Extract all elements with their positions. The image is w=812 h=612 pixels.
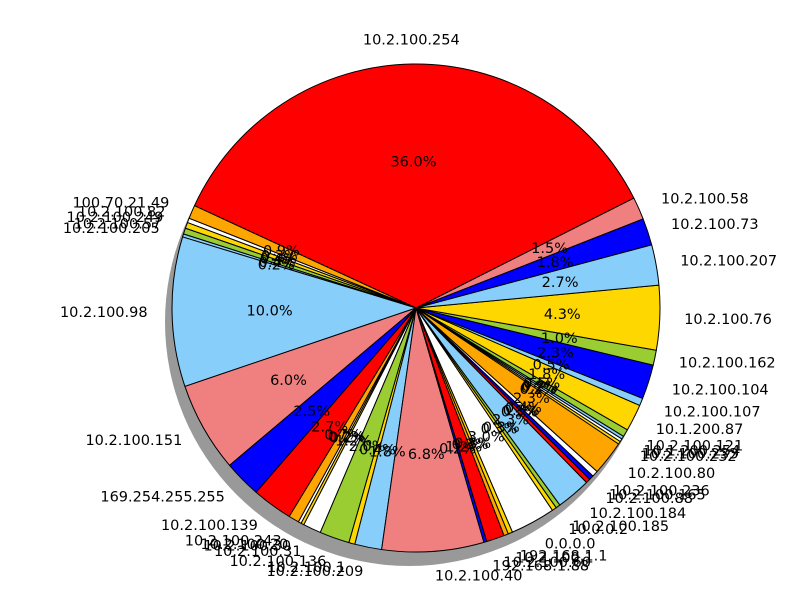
pie-percent-label: 1.0% xyxy=(541,331,578,347)
pie-slice-label: 10.2.100.104 xyxy=(672,382,769,398)
pie-slice-label: 10.2.100.254 xyxy=(363,33,460,49)
pie-slice-2 xyxy=(193,63,635,309)
pie-slice-label: 0.0.0.0 xyxy=(545,537,596,553)
pie-percent-label: 0.3% xyxy=(503,403,540,419)
pie-percent-label: 6.8% xyxy=(408,447,445,463)
pie-percent-label: 0.2% xyxy=(522,379,559,395)
pie-percent-label: 0.7% xyxy=(324,428,361,444)
pie-slice-label: 10.2.100.232 xyxy=(640,449,737,465)
pie-slice-label: 10.1.200.87 xyxy=(656,422,744,438)
pie-slice-8 xyxy=(171,236,417,387)
pie-percent-label: 0.3% xyxy=(483,420,520,436)
pie-percent-label: 2.3% xyxy=(492,413,529,429)
pie-slice-label: 10.1.200.254 xyxy=(643,444,740,460)
pie-percent-label: 1.8% xyxy=(528,367,565,383)
pie-slice-label: 10.2.100.40 xyxy=(435,569,523,585)
pie-percent-label: 0.2% xyxy=(521,380,558,396)
pie-slice-label: 192.168.1.1 xyxy=(520,549,608,565)
pie-slice-label: 169.254.255.255 xyxy=(100,490,225,506)
pie-slice-label: 10.2.100.60 xyxy=(503,555,591,571)
pie-percent-label: 0.9% xyxy=(263,243,300,259)
pie-slices xyxy=(171,63,661,553)
pie-percent-label: 0.4% xyxy=(505,401,542,417)
pie-slice-label: 10.2.100.162 xyxy=(679,356,776,372)
pie-slice-label: 192.168.1.88 xyxy=(492,558,589,574)
pie-slice-label: 10.2.100.165 xyxy=(609,488,706,504)
pie-percent-label: 2.3% xyxy=(537,345,574,361)
pie-percent-label: 0.4% xyxy=(260,251,297,267)
pie-slice-label: 10.2.100.80 xyxy=(628,466,716,482)
pie-percent-label: 1.5% xyxy=(531,241,568,257)
pie-slice-label: 10.2.100.185 xyxy=(572,519,669,535)
pie-slice-label: 10.2.100.249 xyxy=(67,210,164,226)
pie-slice-label: 10.2.100.76 xyxy=(684,312,772,328)
pie-slice-41 xyxy=(415,244,660,309)
pie-percent-label: 0.3% xyxy=(454,436,491,452)
pie-slice-label: 10.2.100.209 xyxy=(266,564,363,580)
pie-slice-label: 10.0.0.2 xyxy=(568,522,628,538)
pie-slice-label: 10.2.100.57 xyxy=(74,217,162,233)
pie-percent-label: 6.0% xyxy=(270,373,307,389)
pie-percent-label: 2.0% xyxy=(349,439,386,455)
pie-slice-label: 10.2.100.88 xyxy=(605,491,693,507)
pie-percent-label: 0.3% xyxy=(452,437,489,453)
pie-percent-label: 0.2% xyxy=(258,258,295,274)
pie-percent-label: 0.5% xyxy=(533,357,570,373)
pie-percent-label: 2.5% xyxy=(293,404,330,420)
pie-percent-label: 0.5% xyxy=(523,376,560,392)
pie-slice-label: 10.2.100.31 xyxy=(214,544,302,560)
pie-percent-label: 36.0% xyxy=(390,155,436,171)
pie-percent-label: 1.8% xyxy=(537,255,574,271)
pie-slice-label: 10.2.100.233 xyxy=(642,446,739,462)
pie-percent-label: 0.2% xyxy=(439,441,476,457)
pie-slice-labels: 10.2.100.73 10.2.100.58 10.2.100.254 100.70… xyxy=(60,33,777,585)
pie-percent-label: 2.7% xyxy=(542,275,579,291)
pie-slice-label: 10.2.100.205 xyxy=(63,221,160,237)
pie-percent-label: 0.2% xyxy=(329,431,366,447)
pie-percent-label: 3.0% xyxy=(468,430,505,446)
pie-percent-label: 0.3% xyxy=(501,405,538,421)
pie-slice-label: 100.70.21.49 xyxy=(72,195,169,211)
pie-percent-label: 2.7% xyxy=(311,419,348,435)
pie-slice-label: 10.2.100.121 xyxy=(646,439,743,455)
pie-slice-label: 10.2.100.243 xyxy=(185,533,282,549)
pie-slice-label: 10.2.100.207 xyxy=(680,254,777,270)
pie-percent-label: 1.8% xyxy=(369,445,406,461)
pie-percent-label: 0.2% xyxy=(520,382,557,398)
pie-slice-label: 10.2.100.73 xyxy=(671,217,759,233)
pie-slice-label: 10.2.100.58 xyxy=(661,191,749,207)
pie-percent-label: 1.2% xyxy=(335,433,372,449)
pie-slice-label: 10.2.100.236 xyxy=(613,483,710,499)
pie-slice-label: 10.2.100.1 xyxy=(267,560,345,576)
pie-percent-label: 0.4% xyxy=(359,442,396,458)
pie-slice-label: 10.2.100.1 xyxy=(515,550,593,566)
pie-slice-label: 10.2.100.98 xyxy=(60,305,148,321)
pie-slice-label: 10.2.100.20 xyxy=(201,537,289,553)
pie-percent-label: 4.3% xyxy=(544,307,581,323)
pie-slice-label: 10.2.100.136 xyxy=(229,554,326,570)
pie-percent-label: 0.3% xyxy=(481,422,518,438)
pie-slice-label: 10.2.100.151 xyxy=(85,433,182,449)
pie-percent-label: 0.3% xyxy=(261,248,298,264)
pie-percent-labels: 1.8%1.5%36.0%0.9%0.3%0.4%0.4%0.2%10.0%6.… xyxy=(247,155,581,463)
pie-percent-label: 1.2% xyxy=(445,439,482,455)
pie-slice-label: 10.2.100.139 xyxy=(161,518,258,534)
pie-slice-label: 10.2.100.107 xyxy=(664,404,761,420)
pie-percent-label: 2.3% xyxy=(513,391,550,407)
pie-percent-label: 10.0% xyxy=(247,303,293,319)
pie-slice-label: 10.2.100.82 xyxy=(78,205,166,221)
pie-slice-label: 10.2.100.30 xyxy=(203,539,291,555)
pie-percent-label: 0.2% xyxy=(328,430,365,446)
pie-slice-label: 10.2.100.184 xyxy=(589,506,686,522)
pie-percent-label: 0.4% xyxy=(259,255,296,271)
